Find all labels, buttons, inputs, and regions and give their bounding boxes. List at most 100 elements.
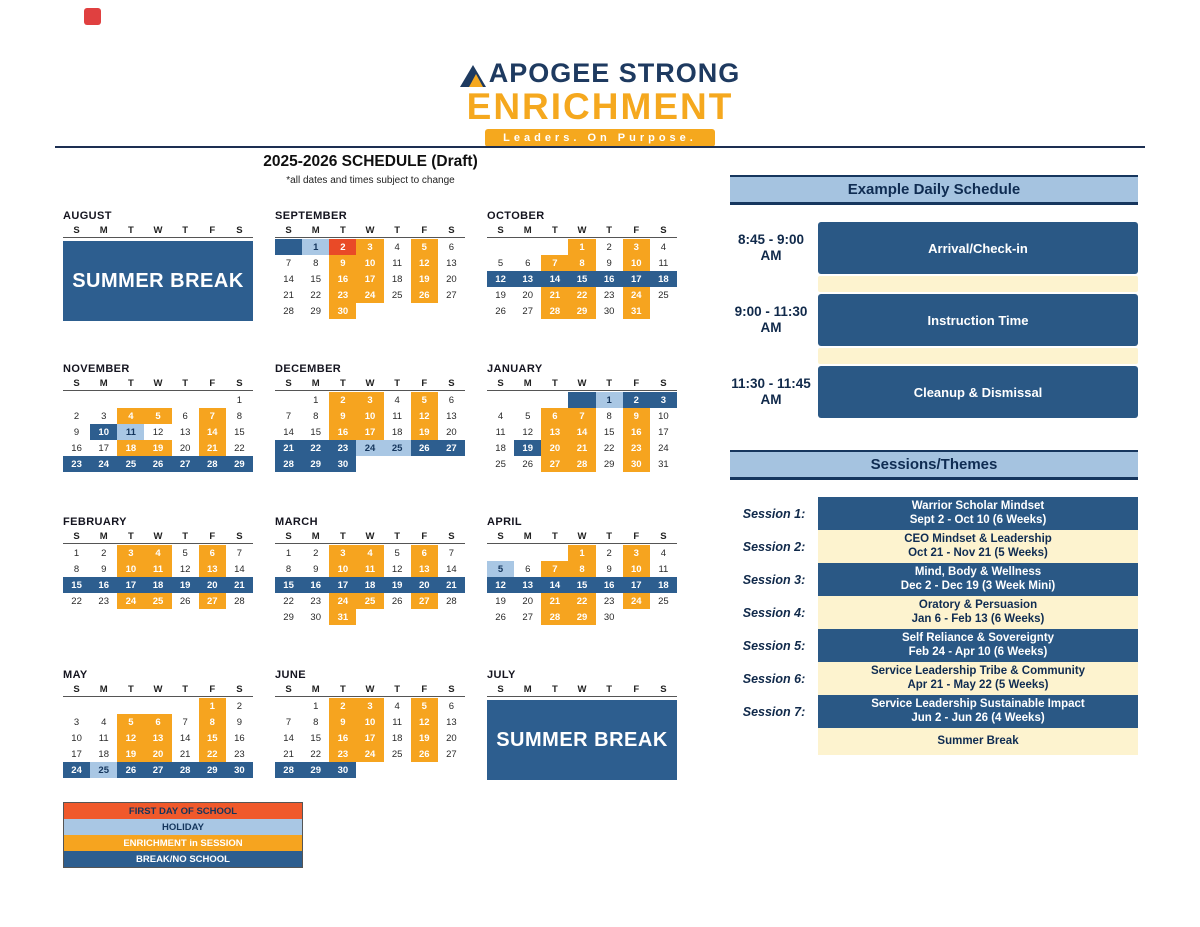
day-cell: 12 <box>144 424 172 440</box>
schedule-row: 11:30 - 11:45 AM Cleanup & Dismissal <box>730 366 1138 418</box>
weekday-label: F <box>633 378 640 389</box>
day-cell: 12 <box>514 424 542 440</box>
day-cell: 5 <box>117 714 145 730</box>
day-cell: 26 <box>410 287 438 303</box>
day-cell: 14 <box>171 730 199 746</box>
weekday-label: T <box>551 378 558 389</box>
day-cell: 11 <box>487 424 515 440</box>
month-june: JUNE S M T W T F S 1 2 3 4 5 6 7 8 9 10 11 12 13 14 15 16 17 18 19… <box>275 669 465 811</box>
day-cell: 9 <box>595 255 623 271</box>
day-cell: 23 <box>90 593 118 609</box>
day-cell-empty <box>514 239 541 255</box>
day-cell: 3 <box>90 408 118 424</box>
day-cell: 18 <box>649 271 677 287</box>
day-cell: 14 <box>275 424 303 440</box>
day-cell: 2 <box>329 392 357 408</box>
day-cell: 19 <box>410 271 438 287</box>
session-block: Warrior Scholar Mindset Sept 2 - Oct 10 (… <box>818 497 1138 530</box>
day-cell: 14 <box>275 271 303 287</box>
day-cell: 15 <box>595 424 623 440</box>
schedule-time: 11:30 - 11:45 AM <box>731 375 811 407</box>
day-cell: 5 <box>171 545 199 561</box>
week-row: 19 20 21 22 23 24 25 <box>487 593 677 609</box>
session-dates: Feb 24 - Apr 10 (6 Weeks) <box>908 645 1048 658</box>
day-cell: 17 <box>329 577 357 593</box>
day-cell: 27 <box>437 440 465 456</box>
weekday-label: F <box>209 225 216 236</box>
weekday-label: W <box>153 684 163 695</box>
session-label: Session 7: <box>742 704 806 719</box>
day-cell-empty <box>438 303 465 319</box>
day-cell: 16 <box>63 440 91 456</box>
day-cell: 3 <box>356 698 384 714</box>
day-cell: 8 <box>275 561 303 577</box>
weekday-label: T <box>394 225 401 236</box>
day-cell: 23 <box>63 456 91 472</box>
day-cell: 3 <box>356 239 384 255</box>
month-name: AUGUST <box>63 210 112 222</box>
day-cell: 25 <box>383 440 411 456</box>
day-cell: 2 <box>595 545 623 561</box>
week-row: 12 13 14 15 16 17 18 <box>487 577 677 593</box>
session-block: Service Leadership Sustainable Impact Jun… <box>818 695 1138 728</box>
weekday-label: S <box>73 378 80 389</box>
weekday-label: T <box>394 531 401 542</box>
weekday-label: T <box>339 378 346 389</box>
month-january: JANUARY S M T W T F S 1 2 3 4 5 6 7 8 9 10 11 12 13 14 15 16 17 1… <box>487 363 677 505</box>
day-cell: 10 <box>622 561 650 577</box>
month-may: MAY S M T W T F S 1 2 3 4 5 6 7 8 9 10 11 12 13 14 15 16 17 18 19 2… <box>63 669 253 811</box>
day-cell: 7 <box>275 714 303 730</box>
day-cell: 11 <box>383 408 411 424</box>
day-cell: 6 <box>514 561 542 577</box>
day-cell: 20 <box>410 577 438 593</box>
session-label: Session 3: <box>742 572 806 587</box>
day-cell: 30 <box>622 456 650 472</box>
day-cell: 14 <box>225 561 253 577</box>
day-cell: 12 <box>410 255 438 271</box>
day-cell: 22 <box>275 593 303 609</box>
day-cell-empty <box>487 239 514 255</box>
day-cell: 6 <box>437 698 465 714</box>
week-row: 26 27 28 29 30 31 <box>487 303 677 319</box>
day-cell: 20 <box>514 593 542 609</box>
day-cell: 30 <box>595 303 623 319</box>
weekday-label: T <box>127 684 134 695</box>
day-cell: 27 <box>437 287 465 303</box>
day-cell: 25 <box>117 456 145 472</box>
day-cell: 14 <box>275 730 303 746</box>
day-cell: 13 <box>437 408 465 424</box>
day-cell-empty <box>356 456 383 472</box>
month-name: JUNE <box>275 669 306 681</box>
brand-name: APOGEE STRONG <box>488 58 741 88</box>
day-cell <box>275 239 303 255</box>
session-label: Session 4: <box>742 605 806 620</box>
day-cell: 30 <box>595 609 623 625</box>
weekday-label: S <box>73 531 80 542</box>
day-cell: 24 <box>649 440 677 456</box>
week-row: 15 16 17 18 19 20 21 <box>275 577 465 593</box>
week-row: 29 30 31 <box>275 609 465 625</box>
week-row: 7 8 9 10 11 12 13 <box>275 714 465 730</box>
day-cell: 18 <box>649 577 677 593</box>
day-cell: 29 <box>198 762 226 778</box>
week-row: 14 15 16 17 18 19 20 <box>275 271 465 287</box>
day-cell: 1 <box>568 545 596 561</box>
weekday-label: W <box>365 531 375 542</box>
weekday-label: S <box>448 684 455 695</box>
day-cell: 4 <box>649 545 677 561</box>
weekday-label: S <box>73 225 80 236</box>
day-cell: 20 <box>514 287 542 303</box>
month-july: JULY S M T W T F S SUMMER BREAK <box>487 669 677 811</box>
session-block: Self Reliance & Sovereignty Feb 24 - Apr … <box>818 629 1138 662</box>
weekday-label: F <box>633 684 640 695</box>
day-cell: 12 <box>171 561 199 577</box>
week-row: 12 13 14 15 16 17 18 <box>487 271 677 287</box>
day-cell: 10 <box>622 255 650 271</box>
day-cell-empty <box>411 609 438 625</box>
weekday-label: S <box>660 531 667 542</box>
day-cell: 8 <box>595 408 623 424</box>
day-cell: 22 <box>198 746 226 762</box>
